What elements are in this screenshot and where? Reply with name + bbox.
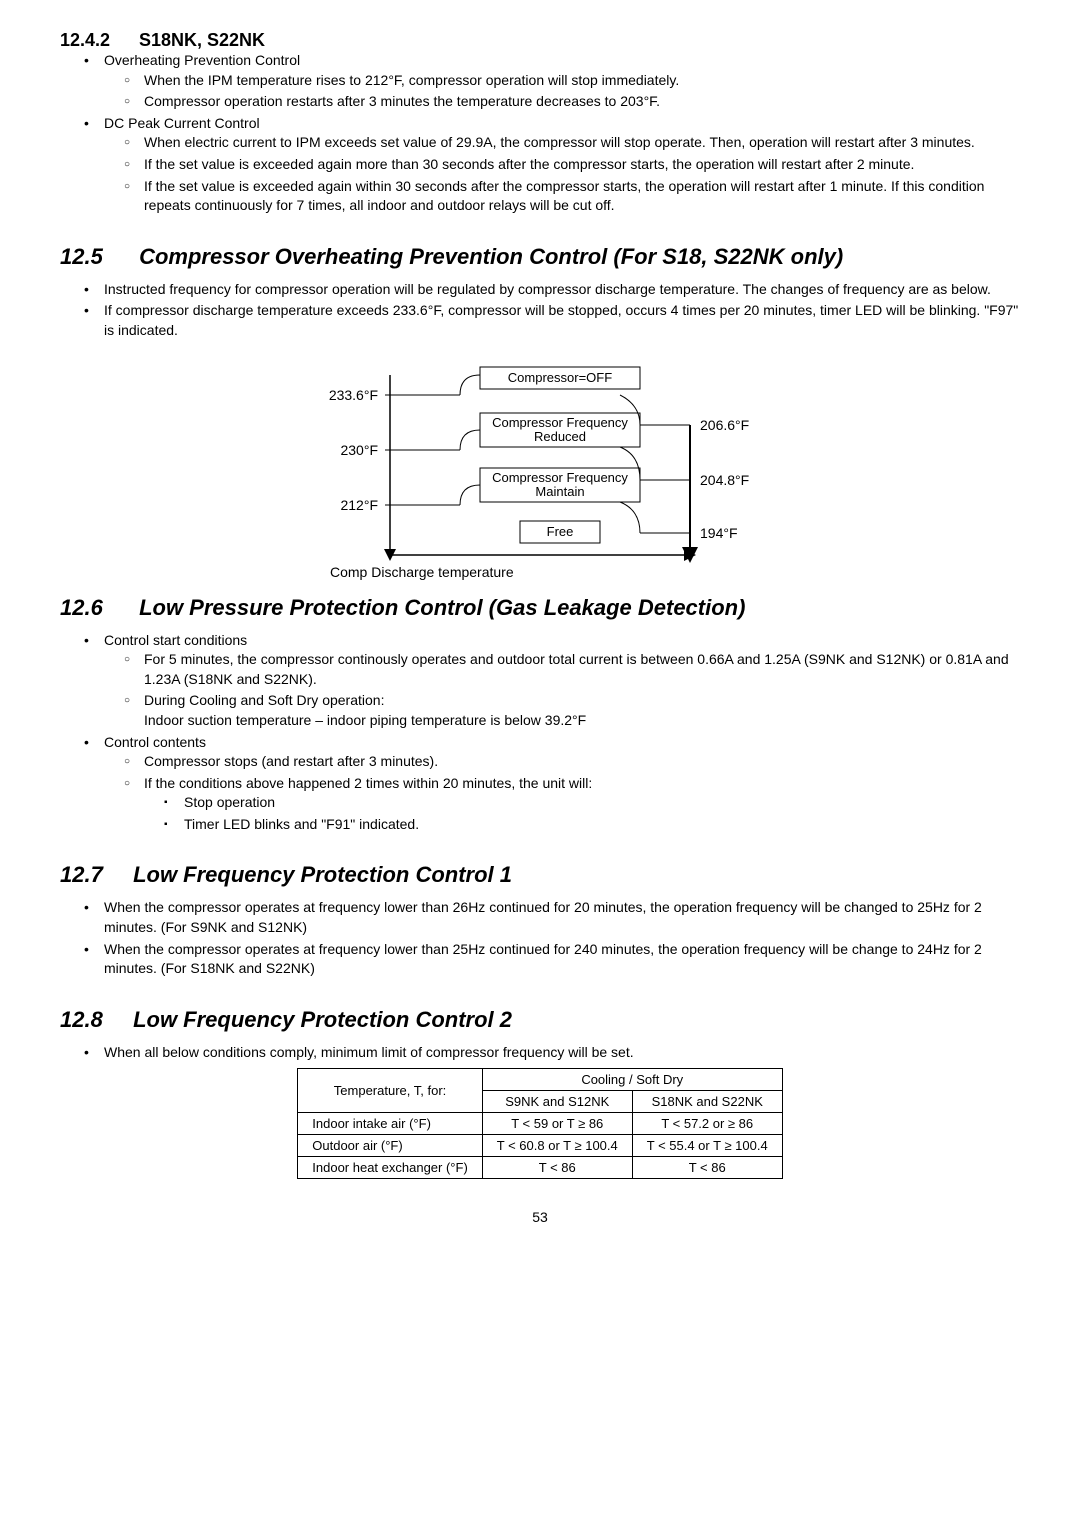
sub-item: If the set value is exceeded again withi…: [124, 177, 1020, 216]
subsection-title: Compressor Overheating Prevention Contro…: [139, 244, 843, 269]
bullet-list: When the compressor operates at frequenc…: [84, 898, 1020, 978]
cell: T < 60.8 or T ≥ 100.4: [482, 1135, 632, 1157]
bullet-item: When all below conditions comply, minimu…: [84, 1043, 1020, 1063]
subsection-heading: 12.8 Low Frequency Protection Control 2: [60, 1007, 1020, 1033]
sub-item: If the set value is exceeded again more …: [124, 155, 1020, 175]
th: S9NK and S12NK: [482, 1091, 632, 1113]
bullet-list: Overheating Prevention Control When the …: [84, 51, 1020, 216]
cell: Outdoor air (°F): [298, 1135, 483, 1157]
subsection-title: Low Frequency Protection Control 2: [133, 1007, 512, 1032]
subsection-num: 12.8: [60, 1007, 103, 1032]
box-text: Compressor=OFF: [508, 370, 612, 385]
box-text: Compressor Frequency: [492, 415, 628, 430]
bullet-list: Control start conditions For 5 minutes, …: [84, 631, 1020, 835]
sub-item: When electric current to IPM exceeds set…: [124, 133, 1020, 153]
bullet-item: Instructed frequency for compressor oper…: [84, 280, 1020, 300]
subsection-title: Low Pressure Protection Control (Gas Lea…: [139, 595, 745, 620]
cell: Indoor heat exchanger (°F): [298, 1157, 483, 1179]
cell: T < 86: [632, 1157, 782, 1179]
y-label: 212°F: [340, 497, 378, 513]
box-text: Compressor Frequency: [492, 470, 628, 485]
bullet-item: Overheating Prevention Control When the …: [84, 51, 1020, 112]
frequency-table: Temperature, T, for: Cooling / Soft Dry …: [297, 1068, 782, 1179]
y-label: 230°F: [340, 442, 378, 458]
sub-item: For 5 minutes, the compressor continousl…: [124, 650, 1020, 689]
y-label: 233.6°F: [329, 387, 378, 403]
page-number: 53: [60, 1209, 1020, 1225]
text: Overheating Prevention Control: [104, 52, 300, 68]
r-label: 206.6°F: [700, 417, 749, 433]
subsection-num: 12.7: [60, 862, 103, 887]
th: Cooling / Soft Dry: [482, 1069, 782, 1091]
section-num: 12.4.2: [60, 30, 110, 50]
sub2-item: Timer LED blinks and "F91" indicated.: [164, 815, 1020, 835]
r-label: 204.8°F: [700, 472, 749, 488]
text: DC Peak Current Control: [104, 115, 260, 131]
bullet-item: DC Peak Current Control When electric cu…: [84, 114, 1020, 216]
subsection-heading: 12.7 Low Frequency Protection Control 1: [60, 862, 1020, 888]
subsection-num: 12.6: [60, 595, 103, 620]
cell: Indoor intake air (°F): [298, 1113, 483, 1135]
cell: T < 59 or T ≥ 86: [482, 1113, 632, 1135]
diagram-caption: Comp Discharge temperature: [330, 564, 514, 580]
cell: T < 57.2 or ≥ 86: [632, 1113, 782, 1135]
sub-item: During Cooling and Soft Dry operation: I…: [124, 691, 1020, 730]
sub2-item: Stop operation: [164, 793, 1020, 813]
bullet-list: Instructed frequency for compressor oper…: [84, 280, 1020, 341]
table-row: Outdoor air (°F) T < 60.8 or T ≥ 100.4 T…: [298, 1135, 782, 1157]
sub-item: Compressor operation restarts after 3 mi…: [124, 92, 1020, 112]
compressor-diagram: 233.6°F 230°F 212°F 206.6°F 204.8°F 194°…: [260, 355, 820, 585]
cell: T < 55.4 or T ≥ 100.4: [632, 1135, 782, 1157]
th: Temperature, T, for:: [298, 1069, 483, 1113]
box-text: Free: [547, 524, 574, 539]
text: Indoor suction temperature – indoor pipi…: [144, 712, 586, 728]
box-text: Reduced: [534, 429, 586, 444]
subsection-heading: 12.5 Compressor Overheating Prevention C…: [60, 244, 1020, 270]
sub-item: Compressor stops (and restart after 3 mi…: [124, 752, 1020, 772]
th: S18NK and S22NK: [632, 1091, 782, 1113]
cell: T < 86: [482, 1157, 632, 1179]
bullet-list: When all below conditions comply, minimu…: [84, 1043, 1020, 1063]
bullet-item: Control contents Compressor stops (and r…: [84, 733, 1020, 835]
text: Control contents: [104, 734, 206, 750]
text: During Cooling and Soft Dry operation:: [144, 692, 384, 708]
box-text: Maintain: [535, 484, 584, 499]
bullet-item: Control start conditions For 5 minutes, …: [84, 631, 1020, 731]
subsection-heading: 12.6 Low Pressure Protection Control (Ga…: [60, 595, 1020, 621]
text: If the conditions above happened 2 times…: [144, 775, 592, 791]
bullet-item: When the compressor operates at frequenc…: [84, 940, 1020, 979]
text: Control start conditions: [104, 632, 247, 648]
sub-item: When the IPM temperature rises to 212°F,…: [124, 71, 1020, 91]
sub-item: If the conditions above happened 2 times…: [124, 774, 1020, 835]
section-title: S18NK, S22NK: [139, 30, 265, 50]
subsection-title: Low Frequency Protection Control 1: [133, 862, 512, 887]
table-row: Indoor intake air (°F) T < 59 or T ≥ 86 …: [298, 1113, 782, 1135]
table-row: Indoor heat exchanger (°F) T < 86 T < 86: [298, 1157, 782, 1179]
r-label: 194°F: [700, 525, 738, 541]
subsection-num: 12.5: [60, 244, 103, 269]
section-heading: 12.4.2 S18NK, S22NK: [60, 30, 1020, 51]
bullet-item: When the compressor operates at frequenc…: [84, 898, 1020, 937]
bullet-item: If compressor discharge temperature exce…: [84, 301, 1020, 340]
